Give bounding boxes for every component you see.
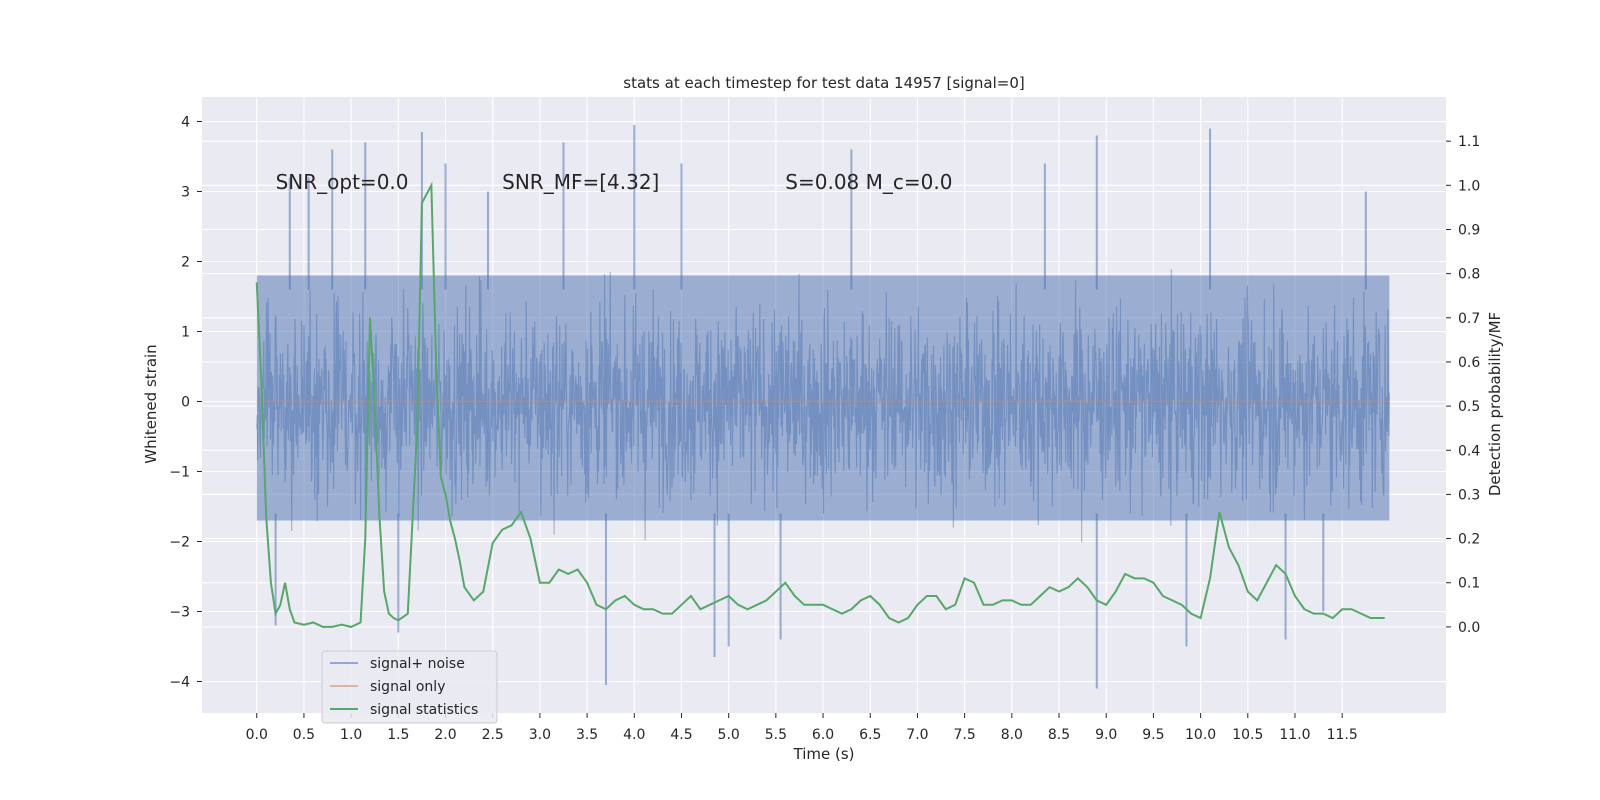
y-tick-label: −2: [169, 535, 190, 551]
y2-tick-label: 0.0: [1458, 620, 1480, 636]
x-tick-label: 6.0: [812, 727, 834, 743]
x-tick-label: 5.0: [718, 727, 740, 743]
x-tick-label: 9.5: [1142, 727, 1164, 743]
y2-tick-label: 0.9: [1458, 222, 1480, 238]
signal-statistics-line: [255, 181, 1385, 628]
axis-ticks: 0.0 0.5 1.0 1.5 2.0 2.5 3.0 3.5 4.0 4.5 5.0 5.5 6.0 6…: [169, 115, 1480, 744]
signal-plus-noise-series: [256, 125, 1390, 689]
x-tick-label: 1.0: [340, 727, 362, 743]
y2-tick-label: 0.2: [1458, 532, 1480, 548]
y2-tick-label: 0.4: [1458, 443, 1480, 459]
legend-box: [321, 650, 498, 724]
x-axis-label: Time (s): [793, 745, 855, 763]
y-tick-label: 1: [181, 325, 190, 341]
y2-tick-label: 0.8: [1458, 267, 1480, 283]
x-tick-label: 3.5: [576, 727, 598, 743]
annotation-s-mc: S=0.08 M_c=0.0: [785, 170, 952, 194]
y-tick-label: 0: [181, 395, 190, 411]
x-tick-label: 9.0: [1095, 727, 1117, 743]
x-tick-label: 4.0: [623, 727, 645, 743]
y2-tick-label: 1.1: [1458, 134, 1480, 150]
y-tick-label: −4: [169, 675, 190, 691]
x-tick-label: 11.5: [1327, 727, 1358, 743]
legend-label-signal-noise: signal+ noise: [370, 656, 465, 672]
y2-tick-label: 0.7: [1458, 311, 1480, 327]
x-tick-label: 10.0: [1185, 727, 1216, 743]
annotations: SNR_opt=0.0 SNR_MF=[4.32] S=0.08 M_c=0.0: [276, 170, 953, 194]
x-tick-label: 8.0: [1001, 727, 1023, 743]
x-tick-label: 2.5: [482, 727, 504, 743]
y-axis-label: Whitened strain: [142, 344, 160, 463]
y2-tick-label: 0.3: [1458, 487, 1480, 503]
x-tick-label: 7.0: [906, 727, 928, 743]
y2-tick-label: 0.1: [1458, 576, 1480, 592]
y-tick-label: −3: [169, 605, 190, 621]
signal-plus-noise-core: [256, 275, 1390, 521]
y2-tick-label: 1.0: [1458, 178, 1480, 194]
chart-title: stats at each timestep for test data 149…: [623, 74, 1024, 92]
annotation-snr-opt: SNR_opt=0.0: [276, 170, 409, 194]
x-tick-label: 8.5: [1048, 727, 1070, 743]
legend: signal+ noise signal only signal statist…: [321, 650, 498, 724]
legend-label-signal-only: signal only: [370, 679, 445, 695]
x-tick-label: 2.0: [434, 727, 456, 743]
x-tick-label: 10.5: [1232, 727, 1263, 743]
y2-tick-label: 0.5: [1458, 399, 1480, 415]
y-tick-label: 2: [181, 255, 190, 271]
y2-tick-label: 0.6: [1458, 355, 1480, 371]
legend-label-signal-statistics: signal statistics: [370, 702, 478, 718]
x-tick-label: 6.5: [859, 727, 881, 743]
signal-statistics-series: [255, 181, 1385, 628]
y-tick-label: −1: [169, 465, 190, 481]
x-tick-label: 1.5: [387, 727, 409, 743]
annotation-snr-mf: SNR_MF=[4.32]: [502, 170, 659, 194]
y-tick-label: 4: [181, 115, 190, 131]
x-tick-label: 7.5: [954, 727, 976, 743]
y2-axis-label: Detection probability/MF: [1486, 312, 1504, 496]
x-tick-label: 0.5: [293, 727, 315, 743]
x-tick-label: 5.5: [765, 727, 787, 743]
y-tick-label: 3: [181, 185, 190, 201]
x-tick-label: 3.0: [529, 727, 551, 743]
x-tick-label: 0.0: [246, 727, 268, 743]
x-tick-label: 4.5: [670, 727, 692, 743]
x-tick-label: 11.0: [1279, 727, 1310, 743]
